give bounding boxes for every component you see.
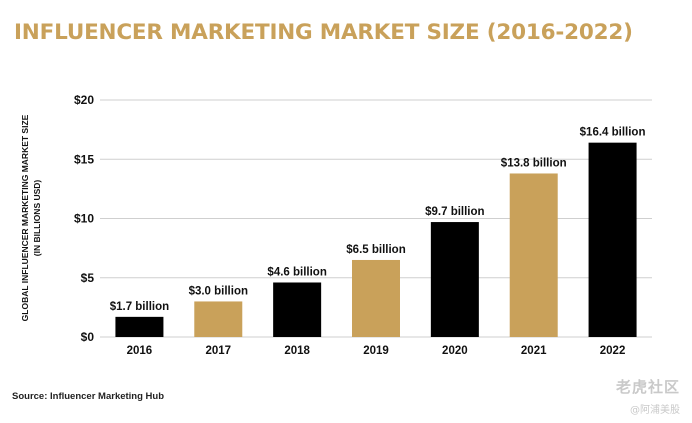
data-labels: $1.7 billion $3.0 billion $4.6 billion $6.5…: [110, 127, 646, 313]
x-tick-label: 2018: [284, 345, 310, 357]
source-note: Source: Influencer Marketing Hub: [12, 391, 165, 402]
data-label: $16.4 billion: [580, 127, 646, 139]
data-label: $9.7 billion: [425, 206, 484, 218]
y-tick-label: $20: [74, 93, 94, 107]
bar: [430, 222, 479, 337]
chart-title: INFLUENCER MARKETING MARKET SIZE (2016-2…: [14, 20, 633, 45]
bar: [352, 259, 400, 337]
x-tick-label: 2019: [363, 345, 389, 357]
watermark-handle: @阿浦美股: [630, 405, 680, 416]
bars: [115, 142, 637, 337]
data-label: $6.5 billion: [346, 244, 405, 256]
x-tick-label: 2017: [205, 345, 231, 357]
data-label: $13.8 billion: [501, 157, 567, 169]
data-label: $3.0 billion: [189, 285, 248, 297]
bar: [115, 316, 164, 337]
bar: [588, 142, 637, 337]
watermark: 老虎社区 @阿浦美股: [616, 376, 680, 416]
bar: [194, 301, 243, 337]
data-label: $4.6 billion: [267, 266, 326, 278]
bar: [509, 173, 558, 337]
x-tick-label: 2021: [521, 345, 547, 357]
x-tick-label: 2022: [600, 345, 626, 357]
y-axis-label: GLOBAL INFLUENCER MARKETING MARKET SIZE: [20, 114, 30, 321]
y-tick-labels: $0 $5 $10 $15 $20: [74, 93, 94, 344]
watermark-text: 老虎社区: [615, 378, 680, 396]
x-tick-label: 2016: [127, 345, 153, 357]
y-tick-label: $5: [81, 271, 95, 285]
y-axis-sublabel: (IN BILLIONS USD): [32, 180, 42, 257]
y-tick-label: $15: [74, 152, 94, 166]
y-tick-label: $10: [74, 212, 94, 226]
x-tick-labels: 2016 2017 2018 2019 2020 2021 2022: [127, 345, 626, 357]
y-tick-label: $0: [81, 330, 95, 344]
bar: [273, 282, 322, 337]
data-label: $1.7 billion: [110, 301, 169, 313]
x-tick-label: 2020: [442, 345, 468, 357]
